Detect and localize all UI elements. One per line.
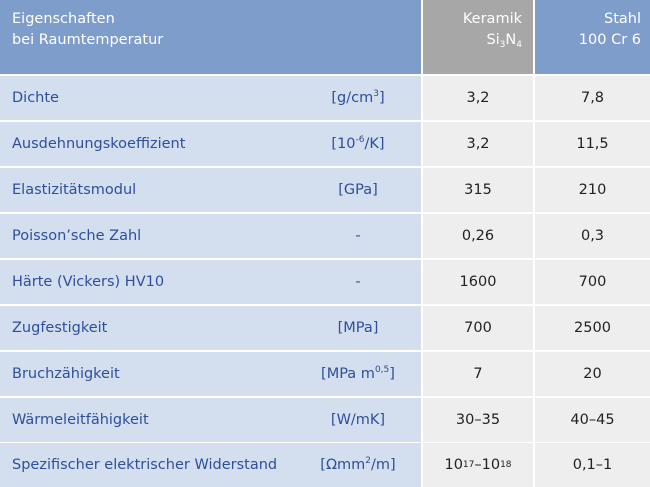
table-row: Härte (Vickers) HV10 - 1600 700 bbox=[0, 260, 650, 304]
property-name: Elastizitätsmodul bbox=[12, 182, 137, 198]
ceramic-value: 1600 bbox=[423, 260, 533, 304]
header-ceramic: Keramik Si3N4 bbox=[423, 0, 533, 74]
steel-value: 0,1–1 bbox=[535, 443, 650, 487]
header-steel: Stahl 100 Cr 6 bbox=[535, 0, 650, 74]
ceramic-value: 3,2 bbox=[423, 122, 533, 166]
property-name: Härte (Vickers) HV10 bbox=[12, 274, 165, 290]
steel-value: 7,8 bbox=[535, 76, 650, 120]
header-steel-line1: Stahl bbox=[604, 11, 641, 27]
property-name: Poisson’sche Zahl bbox=[12, 228, 142, 244]
steel-value: 2500 bbox=[535, 306, 650, 350]
header-ceramic-formula: Si3N4 bbox=[486, 32, 522, 50]
table-row: Bruchzähigkeit [MPa m0,5] 7 20 bbox=[0, 352, 650, 396]
property-name: Spezifischer elektrischer Widerstand bbox=[12, 457, 278, 473]
steel-value: 210 bbox=[535, 168, 650, 212]
property-unit: [MPa] bbox=[337, 320, 379, 336]
property-name: Wärmeleitfähigkeit bbox=[12, 412, 149, 428]
steel-value: 40–45 bbox=[535, 398, 650, 442]
table-row: Spezifischer elektrischer Widerstand [Ωmm… bbox=[0, 443, 650, 487]
ceramic-value: 3,2 bbox=[423, 76, 533, 120]
property-name: Zugfestigkeit bbox=[12, 320, 108, 336]
property-unit: - bbox=[355, 228, 361, 244]
header-ceramic-line1: Keramik bbox=[462, 11, 522, 27]
property-unit: [Ωmm2/m] bbox=[320, 456, 396, 474]
property-name: Ausdehnungskoeffizient bbox=[12, 136, 186, 152]
table-row: Poisson’sche Zahl - 0,26 0,3 bbox=[0, 214, 650, 258]
header-property-line2: bei Raumtemperatur bbox=[12, 32, 164, 48]
header-property-line1: Eigenschaften bbox=[12, 11, 115, 27]
ceramic-value: 7 bbox=[423, 352, 533, 396]
table-row: Wärmeleitfähigkeit [W/mK] 30–35 40–45 bbox=[0, 398, 650, 442]
property-name: Bruchzähigkeit bbox=[12, 366, 120, 382]
property-unit: - bbox=[355, 274, 361, 290]
steel-value: 700 bbox=[535, 260, 650, 304]
header-property: Eigenschaften bei Raumtemperatur bbox=[0, 0, 421, 74]
steel-value: 11,5 bbox=[535, 122, 650, 166]
table-row: Dichte [g/cm3] 3,2 7,8 bbox=[0, 76, 650, 120]
ceramic-value: 10 17 –10 18 bbox=[423, 443, 533, 487]
ceramic-value: 700 bbox=[423, 306, 533, 350]
table-row: Ausdehnungskoeffizient [10-6/K] 3,2 11,5 bbox=[0, 122, 650, 166]
property-name: Dichte bbox=[12, 90, 59, 106]
ceramic-value: 0,26 bbox=[423, 214, 533, 258]
table-row: Zugfestigkeit [MPa] 700 2500 bbox=[0, 306, 650, 350]
steel-value: 0,3 bbox=[535, 214, 650, 258]
table-row: Elastizitätsmodul [GPa] 315 210 bbox=[0, 168, 650, 212]
property-unit: [W/mK] bbox=[330, 412, 386, 428]
steel-value: 20 bbox=[535, 352, 650, 396]
ceramic-value: 315 bbox=[423, 168, 533, 212]
property-unit: [10-6/K] bbox=[331, 135, 385, 153]
property-unit: [MPa m0,5] bbox=[321, 365, 395, 383]
property-unit: [GPa] bbox=[338, 182, 378, 198]
ceramic-value: 30–35 bbox=[423, 398, 533, 442]
property-unit: [g/cm3] bbox=[331, 89, 385, 107]
header-steel-line2: 100 Cr 6 bbox=[578, 32, 641, 48]
